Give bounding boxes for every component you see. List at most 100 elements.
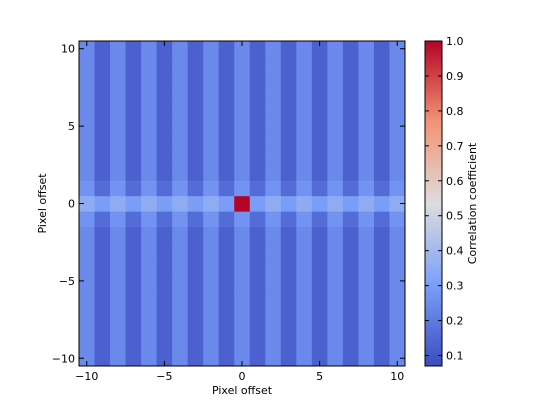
heatmap-cell [187, 180, 204, 197]
heatmap-cell [203, 319, 220, 336]
heatmap-cell [141, 304, 158, 320]
heatmap-cell [156, 56, 173, 73]
heatmap-cell [141, 242, 158, 259]
heatmap-cell [249, 149, 266, 166]
colorbar-tick-label: 0.2 [446, 315, 464, 328]
heatmap-cell [110, 211, 126, 228]
heatmap-cell [327, 195, 344, 212]
heatmap-cell [358, 226, 375, 243]
heatmap-cell [172, 71, 189, 88]
heatmap-cell [373, 133, 390, 150]
heatmap-cell [234, 319, 251, 336]
colorbar [424, 40, 443, 367]
heatmap-cell [280, 180, 297, 197]
heatmap-cell [234, 211, 251, 228]
heatmap-cell [203, 226, 220, 243]
heatmap-cell [280, 149, 297, 166]
heatmap-cell [79, 133, 95, 150]
heatmap-cell [389, 164, 406, 181]
heatmap-cell [125, 87, 142, 104]
heatmap-cell [373, 87, 390, 104]
heatmap-cell [280, 164, 297, 181]
heatmap-cell [125, 164, 142, 181]
heatmap-cell [342, 164, 359, 181]
heatmap-cell [94, 133, 111, 150]
heatmap-cell [311, 304, 328, 320]
heatmap-cell [172, 288, 189, 305]
heatmap-cell [373, 211, 390, 228]
heatmap-cell [218, 350, 235, 367]
heatmap-cell [110, 102, 126, 119]
heatmap-cell [373, 257, 390, 274]
heatmap-cell [249, 257, 266, 274]
heatmap-cell [311, 180, 328, 197]
heatmap-cell [389, 335, 406, 351]
heatmap-cell [203, 133, 220, 150]
heatmap-cell [156, 149, 173, 166]
heatmap-cell [249, 87, 266, 104]
heatmap-cell [156, 211, 173, 228]
heatmap-cell [156, 41, 173, 57]
heatmap-cell [311, 273, 328, 290]
heatmap-cell [342, 335, 359, 351]
heatmap-cell [218, 87, 235, 104]
heatmap-cell [110, 350, 126, 367]
heatmap-cell [327, 102, 344, 119]
heatmap-cell [373, 195, 390, 212]
heatmap-cell [141, 56, 158, 73]
heatmap-cell [358, 164, 375, 181]
heatmap-cell [110, 133, 126, 150]
heatmap-cell [296, 133, 313, 150]
heatmap-cell [342, 56, 359, 73]
heatmap-cell [311, 41, 328, 57]
heatmap-cell [280, 87, 297, 104]
heatmap-cell [265, 350, 282, 367]
heatmap-cell [110, 195, 126, 212]
heatmap-cell [141, 71, 158, 88]
heatmap-cell [79, 41, 95, 57]
heatmap-cell [389, 257, 406, 274]
heatmap-cell [342, 304, 359, 320]
heatmap-cell [156, 273, 173, 290]
heatmap-cell [342, 226, 359, 243]
heatmap-cell [311, 242, 328, 259]
heatmap-cell [249, 304, 266, 320]
heatmap-cell [94, 87, 111, 104]
heatmap-cell [79, 164, 95, 181]
heatmap-cell [156, 257, 173, 274]
heatmap-cell [249, 180, 266, 197]
heatmap-cell [389, 288, 406, 305]
heatmap-cell [311, 335, 328, 351]
heatmap-cell [342, 149, 359, 166]
heatmap-cell [110, 226, 126, 243]
heatmap-cell [125, 319, 142, 336]
heatmap-cell [342, 350, 359, 367]
heatmap-cell [373, 335, 390, 351]
heatmap-cell [218, 242, 235, 259]
heatmap-cell [296, 149, 313, 166]
heatmap-cell [249, 226, 266, 243]
heatmap-cell [265, 273, 282, 290]
heatmap-cell [280, 319, 297, 336]
heatmap-cell [110, 304, 126, 320]
heatmap-cell [342, 133, 359, 150]
heatmap-cell [358, 195, 375, 212]
heatmap-cell [79, 180, 95, 197]
heatmap-cell [94, 335, 111, 351]
heatmap-cell [172, 242, 189, 259]
heatmap-cell [249, 56, 266, 73]
heatmap-cell [327, 226, 344, 243]
heatmap-cell [296, 257, 313, 274]
heatmap-cell [249, 335, 266, 351]
heatmap-cell [172, 102, 189, 119]
heatmap-cell [187, 211, 204, 228]
heatmap-cell [265, 288, 282, 305]
heatmap-cell [389, 56, 406, 73]
heatmap-cell [125, 71, 142, 88]
heatmap-cell [172, 87, 189, 104]
heatmap-cell [141, 118, 158, 135]
x-tick-label: −5 [156, 370, 172, 383]
heatmap-cell [358, 180, 375, 197]
heatmap-cell [265, 319, 282, 336]
heatmap-cell [265, 195, 282, 212]
